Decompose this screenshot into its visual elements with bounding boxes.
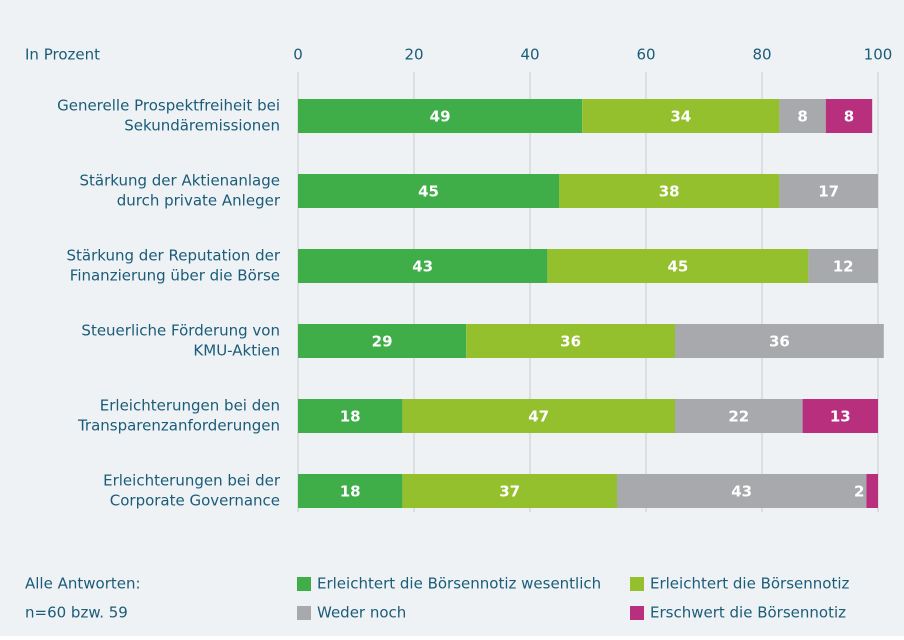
bar-segment: [617, 474, 867, 508]
note: Alle Antworten:: [25, 575, 141, 593]
legend-label: Erleichtert die Börsennotiz: [650, 575, 849, 593]
value-label: 47: [528, 408, 549, 426]
bar-segment: [675, 399, 803, 433]
legend-label: Erschwert die Börsennotiz: [650, 604, 846, 622]
value-label: 43: [731, 483, 752, 501]
value-label: 8: [844, 108, 854, 126]
value-label: 2: [854, 483, 864, 501]
legend-label: Weder noch: [317, 604, 406, 622]
bar-segment: [779, 174, 878, 208]
bar-segment: [298, 174, 559, 208]
bar-segment: [298, 324, 467, 358]
bar-segment: [402, 474, 617, 508]
value-label: 38: [659, 183, 680, 201]
value-label: 12: [833, 258, 854, 276]
legend-swatch: [630, 577, 644, 591]
x-tick-label: 60: [636, 46, 655, 64]
value-label: 34: [670, 108, 691, 126]
category-label: Finanzierung über die Börse: [70, 267, 280, 285]
bar-segment: [866, 474, 878, 508]
axis-label: In Prozent: [25, 46, 100, 64]
bar-segment: [402, 399, 675, 433]
category-label: Stärkung der Reputation der: [67, 247, 281, 265]
value-label: 18: [340, 483, 361, 501]
category-label: Transparenzanforderungen: [77, 417, 280, 435]
category-label: Corporate Governance: [110, 492, 280, 510]
category-label: Generelle Prospektfreiheit bei: [57, 97, 280, 115]
bar-segment: [825, 99, 873, 133]
value-label: 45: [418, 183, 439, 201]
value-label: 29: [372, 333, 393, 351]
legend-label: Erleichtert die Börsennotiz wesentlich: [317, 575, 601, 593]
bar-segment: [298, 249, 548, 283]
legend-swatch: [630, 606, 644, 620]
value-label: 37: [499, 483, 520, 501]
bar-segment: [298, 399, 403, 433]
bar-segment: [675, 324, 884, 358]
value-label: 36: [560, 333, 581, 351]
category-label: Sekundäremissionen: [124, 117, 280, 135]
value-label: 36: [769, 333, 790, 351]
x-tick-label: 80: [752, 46, 771, 64]
x-tick-label: 20: [404, 46, 423, 64]
bar-segment: [559, 174, 780, 208]
category-label: Erleichterungen bei der: [103, 472, 281, 490]
bar-segment: [547, 249, 809, 283]
category-label: Steuerliche Förderung von: [81, 322, 280, 340]
bar-segment: [466, 324, 675, 358]
legend-swatch: [297, 606, 311, 620]
bar-segment: [779, 99, 826, 133]
x-tick-label: 40: [520, 46, 539, 64]
category-label: Erleichterungen bei den: [100, 397, 280, 415]
x-tick-label: 100: [864, 46, 893, 64]
value-label: 13: [830, 408, 851, 426]
category-label: KMU-Aktien: [193, 342, 280, 360]
category-label: durch private Anleger: [117, 192, 281, 210]
bar-segment: [808, 249, 878, 283]
value-label: 17: [818, 183, 839, 201]
value-label: 8: [797, 108, 807, 126]
bar-segment: [582, 99, 780, 133]
value-label: 45: [667, 258, 688, 276]
value-label: 18: [340, 408, 361, 426]
bar-segment: [298, 99, 583, 133]
x-tick-label: 0: [293, 46, 303, 64]
value-label: 22: [728, 408, 749, 426]
note: n=60 bzw. 59: [25, 604, 128, 622]
value-label: 49: [430, 108, 451, 126]
bar-segment: [802, 399, 878, 433]
category-label: Stärkung der Aktienanlage: [79, 172, 280, 190]
bar-segment: [298, 474, 403, 508]
legend-swatch: [297, 577, 311, 591]
value-label: 43: [412, 258, 433, 276]
